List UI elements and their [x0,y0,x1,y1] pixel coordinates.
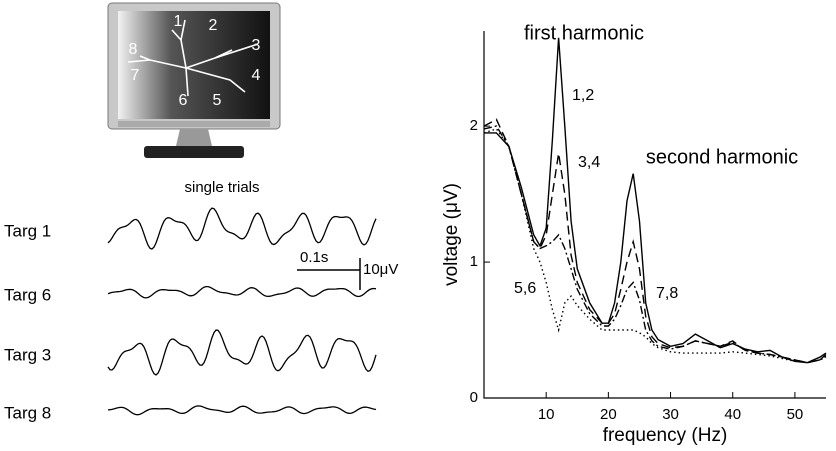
y-tick-label: 0 [470,389,478,406]
y-tick-label: 1 [470,253,478,270]
monitor-label: 6 [179,92,188,109]
scale-bar [297,258,361,290]
scale-voltage: 10μV [363,261,398,278]
x-tick-label: 50 [787,406,804,423]
monitor-label: 4 [252,67,261,84]
scale-time: 0.1s [300,249,328,266]
monitor-label: 7 [131,67,140,84]
trace [107,329,377,376]
x-axis-label: frequency (Hz) [603,425,728,446]
axes [483,31,826,399]
series-label: 3,4 [578,154,600,171]
monitor-label: 8 [129,41,138,58]
trace [107,405,377,416]
trace-label: Targ 6 [4,285,51,304]
series-line [483,128,827,364]
series-label: 1,2 [572,87,594,104]
monitor [107,2,281,158]
spectrum-chart: 0 1 2 10 20 30 40 50 frequency (Hz) voltage (μV) f… [441,22,827,446]
monitor-label: 5 [213,92,222,109]
x-tick-label: 10 [538,406,555,423]
trace [107,207,377,250]
series-label: 5,6 [514,280,536,297]
trace [107,285,377,299]
annotation: second harmonic [646,146,798,168]
annotation: first harmonic [524,22,644,44]
monitor-label: 1 [174,13,183,30]
series-line [483,125,827,364]
x-tick-label: 30 [662,406,679,423]
y-axis-label: voltage (μV) [441,183,462,286]
trace-label: Targ 1 [4,221,51,240]
series-label: 7,8 [656,285,678,302]
series-line [484,37,827,364]
trace-label: Targ 3 [4,345,51,364]
y-tick-label: 2 [470,117,478,134]
trials-title: single trials [184,179,259,196]
monitor-label: 2 [209,17,218,34]
trace-label: Targ 8 [4,403,51,422]
traces: Targ 1 Targ 6 Targ 3 Targ 8 [4,207,377,422]
monitor-label: 3 [252,37,261,54]
monitor-labels: 1 2 3 4 5 6 7 8 [129,13,261,109]
x-tick-label: 40 [724,406,741,423]
x-tick-label: 20 [600,406,617,423]
